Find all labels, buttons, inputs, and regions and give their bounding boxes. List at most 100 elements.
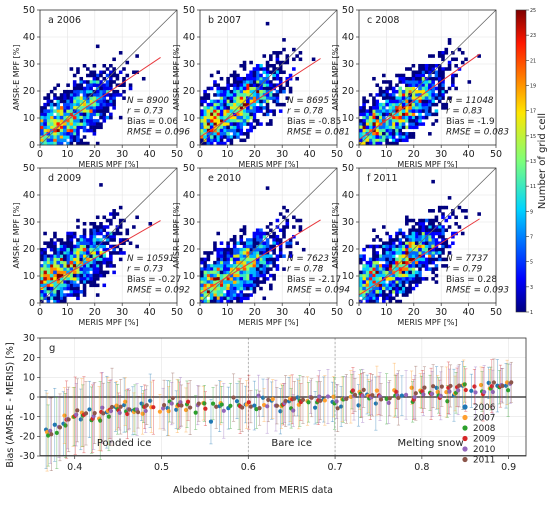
density-cell bbox=[99, 102, 103, 107]
density-cell bbox=[368, 115, 373, 120]
density-cell bbox=[209, 277, 214, 281]
density-cell bbox=[395, 138, 399, 143]
density-cell bbox=[76, 138, 80, 143]
density-cell bbox=[82, 290, 87, 294]
density-cell bbox=[89, 106, 93, 110]
density-cell bbox=[395, 112, 399, 117]
density-cell bbox=[282, 86, 286, 91]
density-cell bbox=[69, 251, 74, 255]
density-cell bbox=[398, 299, 403, 304]
bias-point-2009 bbox=[203, 406, 208, 411]
density-cell bbox=[213, 106, 217, 110]
density-cell bbox=[92, 70, 97, 75]
x-axis-label: MERIS MPF [%] bbox=[397, 160, 457, 169]
panel-title: d 2009 bbox=[48, 173, 81, 184]
density-cell bbox=[378, 257, 383, 262]
density-cell bbox=[95, 125, 100, 130]
density-cell bbox=[209, 273, 214, 278]
density-cell bbox=[86, 280, 90, 284]
density-cell bbox=[239, 247, 244, 252]
density-cell bbox=[424, 80, 429, 84]
density-cell bbox=[200, 109, 204, 113]
density-cell bbox=[385, 109, 389, 113]
density-cell bbox=[434, 280, 439, 284]
density-cell bbox=[219, 93, 224, 97]
density-cell bbox=[213, 241, 217, 245]
density-cell bbox=[216, 138, 221, 143]
density-cell bbox=[86, 270, 90, 275]
density-cell bbox=[242, 80, 247, 84]
density-cell bbox=[232, 251, 237, 255]
density-cell bbox=[424, 218, 429, 223]
density-cell bbox=[368, 135, 373, 139]
density-cell bbox=[395, 119, 399, 123]
density-cell bbox=[226, 132, 230, 136]
density-cell bbox=[391, 122, 396, 126]
density-cell bbox=[269, 286, 273, 291]
density-cell bbox=[454, 73, 458, 78]
density-cell bbox=[255, 119, 260, 123]
density-cell bbox=[246, 80, 250, 84]
density-cell bbox=[246, 293, 250, 297]
density-cell bbox=[375, 128, 380, 133]
density-cell bbox=[115, 251, 120, 255]
density-cell bbox=[242, 260, 247, 265]
density-cell bbox=[219, 115, 224, 120]
density-cell bbox=[401, 273, 406, 278]
density-cell bbox=[242, 247, 247, 252]
density-cell bbox=[56, 299, 61, 304]
density-cell bbox=[395, 286, 399, 291]
density-cell bbox=[269, 80, 273, 84]
density-cell bbox=[76, 283, 80, 288]
bias-point-2007 bbox=[270, 396, 275, 402]
density-cell bbox=[395, 83, 399, 87]
density-cell bbox=[311, 57, 316, 62]
density-cell bbox=[56, 96, 61, 100]
density-cell bbox=[372, 296, 376, 301]
density-cell bbox=[418, 257, 422, 262]
density-cell bbox=[428, 218, 432, 223]
density-cell bbox=[295, 54, 299, 58]
density-cell bbox=[408, 286, 412, 291]
bias-point-2010 bbox=[291, 408, 296, 413]
density-cell bbox=[226, 106, 230, 110]
density-cell bbox=[365, 128, 370, 133]
density-cell bbox=[99, 122, 103, 126]
density-cell bbox=[118, 247, 123, 252]
bias-point-2010 bbox=[447, 389, 452, 394]
density-cell bbox=[79, 254, 84, 258]
density-cell bbox=[434, 218, 439, 223]
density-cell bbox=[362, 257, 366, 262]
density-cell bbox=[59, 109, 64, 113]
density-cell bbox=[441, 89, 445, 94]
y-tick-label: 0 bbox=[29, 298, 35, 309]
stat-text: RMSE = 0.096 bbox=[127, 128, 190, 138]
colorbar-tick-label: 5 bbox=[530, 260, 533, 266]
density-cell bbox=[428, 241, 432, 245]
density-cell bbox=[209, 141, 214, 146]
density-cell bbox=[421, 257, 426, 262]
density-cell bbox=[259, 64, 263, 68]
bias-point-2007 bbox=[166, 409, 171, 414]
density-cell bbox=[95, 293, 100, 297]
bias-point-2009 bbox=[463, 387, 468, 393]
density-cell bbox=[226, 99, 230, 104]
density-cell bbox=[82, 102, 87, 107]
density-cell bbox=[398, 115, 403, 120]
density-cell bbox=[401, 138, 406, 143]
density-cell bbox=[226, 96, 230, 100]
density-cell bbox=[242, 138, 247, 143]
density-cell bbox=[395, 115, 399, 120]
density-cell bbox=[63, 280, 67, 284]
density-cell bbox=[464, 215, 468, 220]
density-cell bbox=[122, 241, 126, 245]
bias-point-2011 bbox=[396, 395, 401, 401]
density-cell bbox=[372, 122, 376, 126]
y-axis-label: AMSR-E MPF [%] bbox=[12, 45, 21, 111]
density-cell bbox=[105, 115, 110, 120]
density-cell bbox=[99, 115, 103, 120]
density-cell bbox=[368, 244, 373, 249]
panel-title: a 2006 bbox=[48, 15, 81, 26]
density-cell bbox=[95, 112, 100, 117]
